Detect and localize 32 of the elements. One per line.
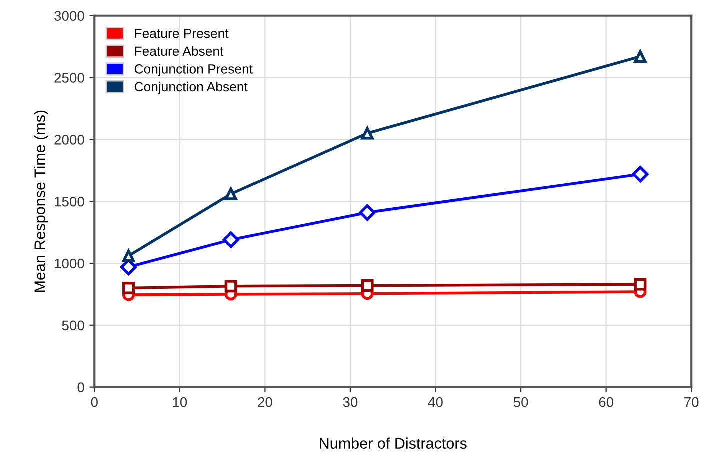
y-tick-label: 1000 bbox=[55, 258, 84, 269]
x-tick-label: 70 bbox=[684, 397, 699, 408]
legend-label: Feature Absent bbox=[135, 46, 224, 56]
y-tick-label: 2500 bbox=[54, 73, 84, 83]
point bbox=[361, 127, 374, 140]
point bbox=[224, 280, 238, 293]
x-tick-label: 60 bbox=[599, 397, 614, 408]
y-tick-label: 2000 bbox=[54, 135, 84, 145]
x-axis-title: Number of Distractors bbox=[320, 438, 467, 449]
point bbox=[634, 278, 647, 291]
y-tick-label: 3000 bbox=[54, 11, 84, 22]
point bbox=[359, 204, 376, 221]
x-tick-label: 20 bbox=[258, 397, 272, 408]
y-tick-label: 500 bbox=[62, 320, 84, 331]
x-tick-label: 0 bbox=[91, 397, 98, 408]
point bbox=[634, 50, 647, 63]
x-tick-label: 40 bbox=[428, 397, 443, 408]
point bbox=[361, 280, 374, 292]
x-tick-label: 50 bbox=[514, 397, 528, 408]
legend-label: Conjunction Present bbox=[134, 64, 253, 76]
point bbox=[222, 232, 240, 248]
y-axis-title: Mean Response Time (ms) bbox=[34, 110, 48, 292]
legend-label: Conjunction Absent bbox=[134, 82, 248, 94]
x-tick-label: 30 bbox=[343, 397, 358, 408]
legend-label: Feature Present bbox=[135, 29, 229, 38]
y-tick-label: 1500 bbox=[55, 196, 84, 207]
x-tick-label: 10 bbox=[173, 397, 188, 408]
point bbox=[224, 188, 238, 200]
point bbox=[632, 166, 649, 183]
point bbox=[122, 282, 136, 295]
point bbox=[122, 250, 136, 262]
y-tick-label: 0 bbox=[78, 382, 84, 392]
